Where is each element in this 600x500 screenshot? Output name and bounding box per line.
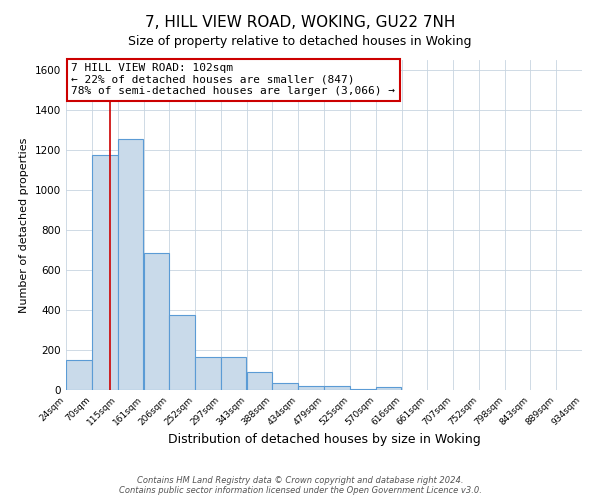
Bar bbox=[169, 315, 195, 390]
Bar bbox=[118, 139, 143, 390]
Bar bbox=[272, 383, 298, 390]
Bar bbox=[350, 389, 376, 390]
Text: 7, HILL VIEW ROAD, WOKING, GU22 7NH: 7, HILL VIEW ROAD, WOKING, GU22 7NH bbox=[145, 15, 455, 30]
X-axis label: Distribution of detached houses by size in Woking: Distribution of detached houses by size … bbox=[167, 432, 481, 446]
Bar bbox=[195, 357, 221, 390]
Bar bbox=[376, 387, 401, 390]
Bar bbox=[92, 155, 118, 390]
Bar bbox=[247, 372, 272, 390]
Bar bbox=[221, 357, 247, 390]
Text: Size of property relative to detached houses in Woking: Size of property relative to detached ho… bbox=[128, 35, 472, 48]
Bar bbox=[324, 386, 350, 390]
Y-axis label: Number of detached properties: Number of detached properties bbox=[19, 138, 29, 312]
Bar bbox=[298, 386, 324, 390]
Text: Contains HM Land Registry data © Crown copyright and database right 2024.
Contai: Contains HM Land Registry data © Crown c… bbox=[119, 476, 481, 495]
Bar bbox=[66, 360, 92, 390]
Bar bbox=[143, 253, 169, 390]
Text: 7 HILL VIEW ROAD: 102sqm
← 22% of detached houses are smaller (847)
78% of semi-: 7 HILL VIEW ROAD: 102sqm ← 22% of detach… bbox=[71, 64, 395, 96]
